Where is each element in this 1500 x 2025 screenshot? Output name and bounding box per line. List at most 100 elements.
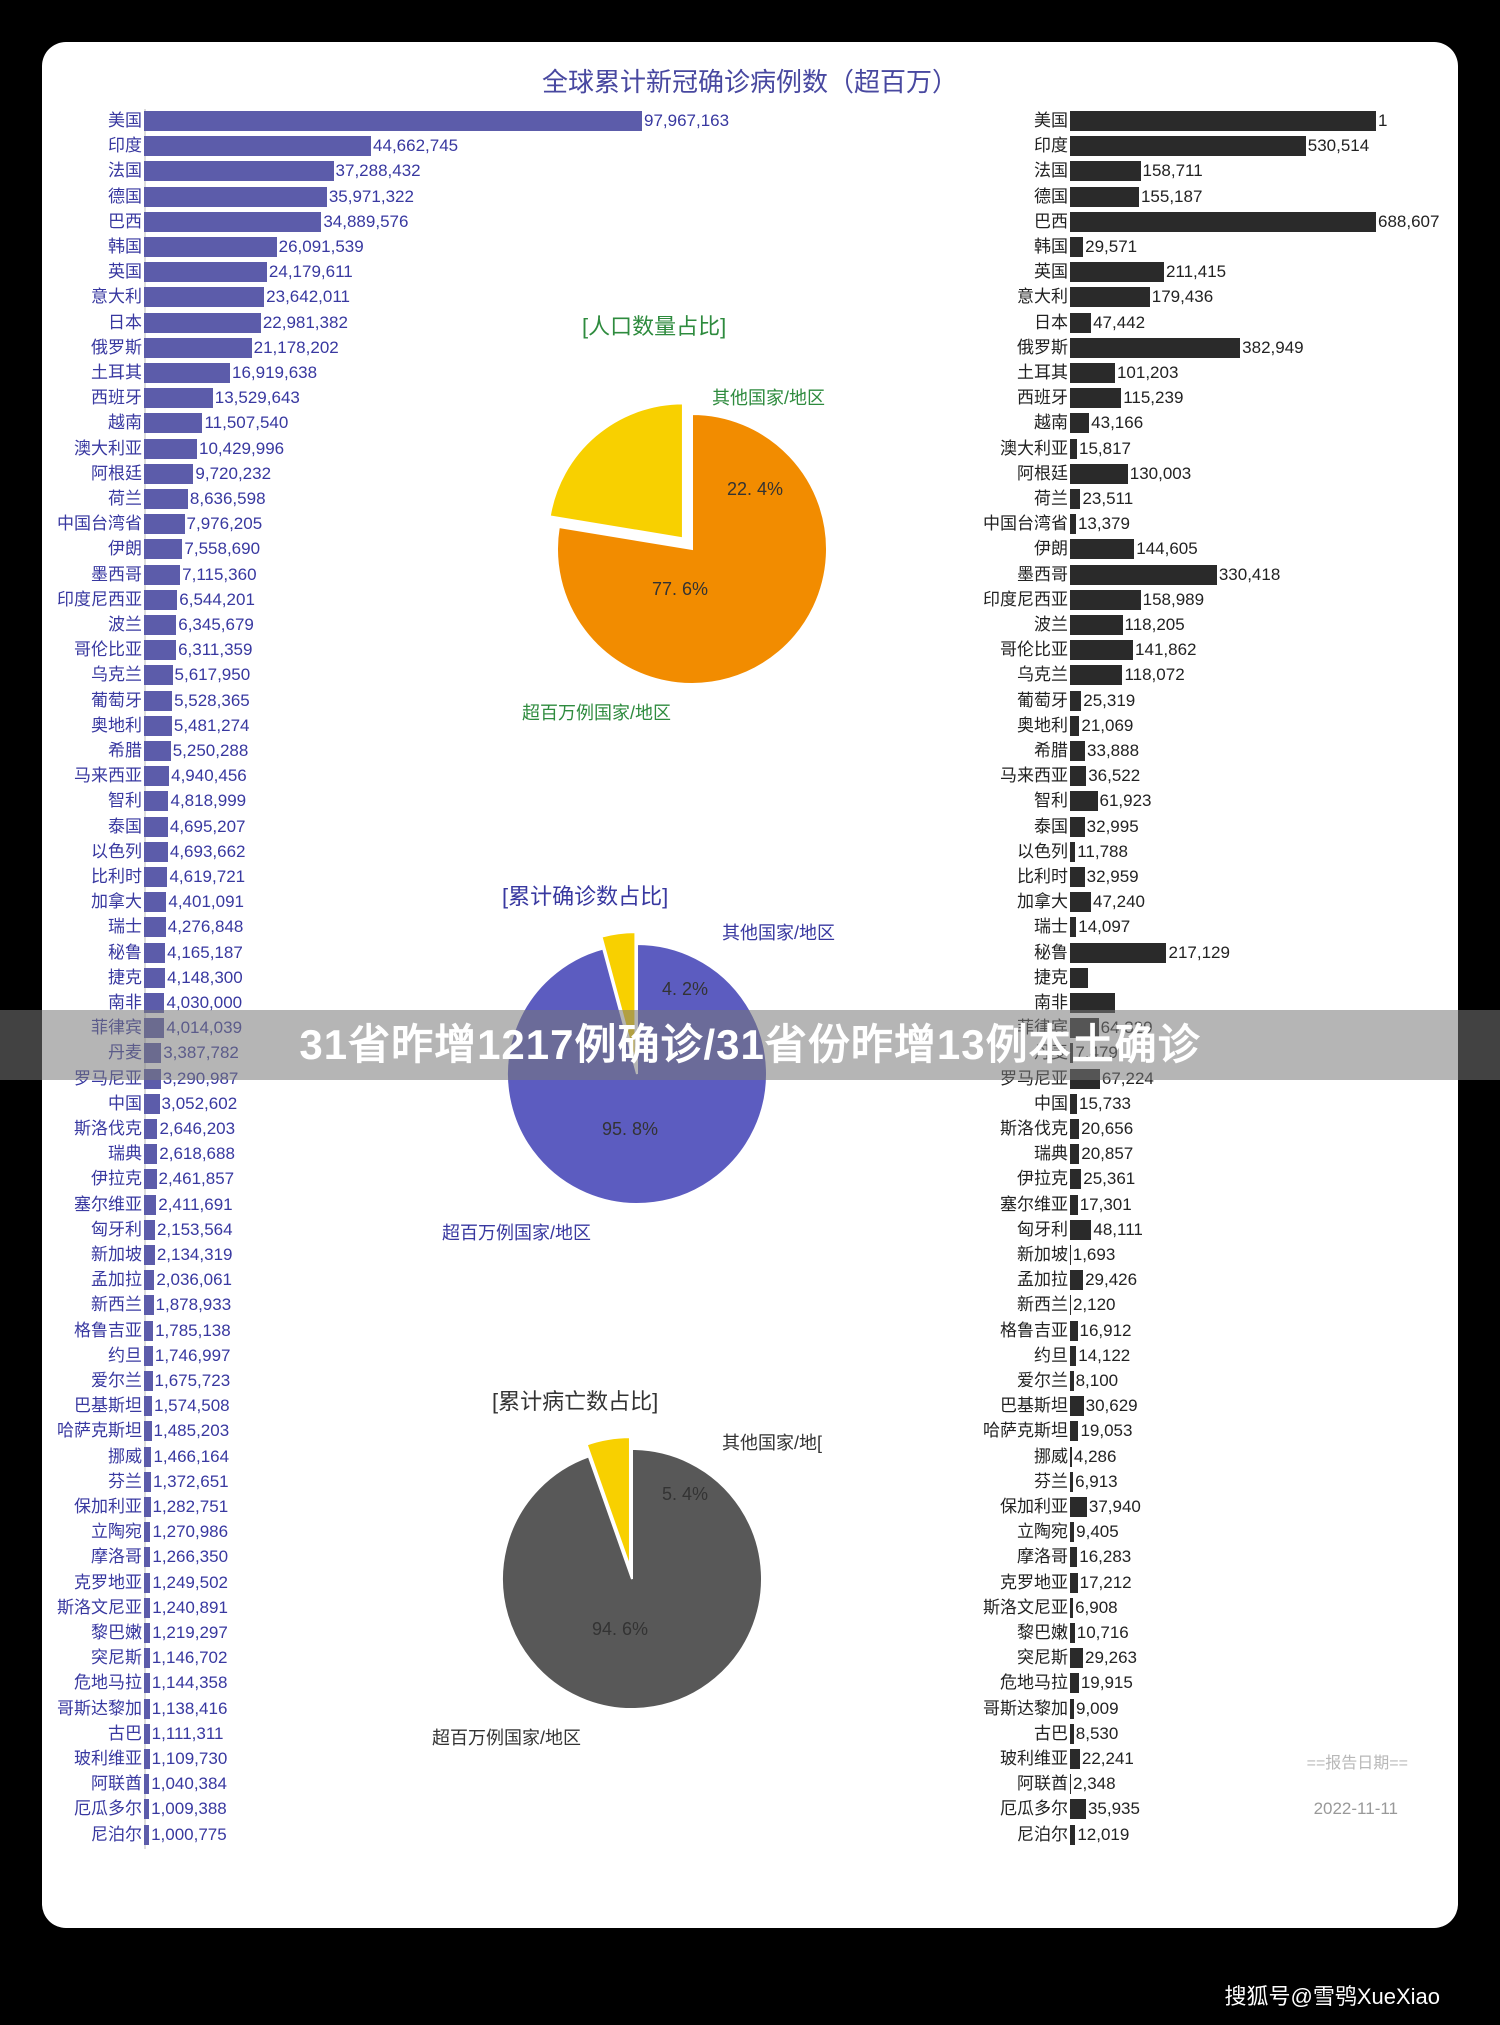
left-bar-row: 黎巴嫩1,219,297 (62, 1621, 642, 1645)
left-bar-value: 7,976,205 (187, 512, 263, 536)
left-bar-row: 芬兰1,372,651 (62, 1470, 642, 1494)
right-bar (1070, 212, 1376, 232)
left-bar (144, 1799, 149, 1819)
left-bar-value: 35,971,322 (329, 185, 414, 209)
right-bar-row: 黎巴嫩10,716 (948, 1621, 1438, 1645)
left-bar-value: 1,746,997 (155, 1344, 231, 1368)
pie-pct-label: 5. 4% (662, 1484, 708, 1505)
right-bar-row: 比利时32,959 (948, 865, 1438, 889)
right-bar-value: 1 (1378, 109, 1387, 133)
right-bar-label: 捷克 (918, 966, 1068, 990)
right-bar-label: 克罗地亚 (918, 1571, 1068, 1595)
left-bar-value: 3,052,602 (162, 1092, 238, 1116)
right-bar-label: 德国 (918, 185, 1068, 209)
right-bar-label: 墨西哥 (918, 563, 1068, 587)
left-bar-label: 印度 (0, 134, 142, 158)
left-bar (144, 766, 169, 786)
right-bar-value: 4,286 (1074, 1445, 1117, 1469)
right-bar-row: 匈牙利48,111 (948, 1218, 1438, 1242)
left-bar (144, 590, 177, 610)
left-bar-label: 加拿大 (0, 890, 142, 914)
right-bar-row: 克罗地亚17,212 (948, 1571, 1438, 1595)
right-bar (1070, 892, 1091, 912)
right-bar-label: 美国 (918, 109, 1068, 133)
left-bar (144, 615, 176, 635)
left-bar-label: 约旦 (0, 1344, 142, 1368)
left-bar-label: 越南 (0, 411, 142, 435)
right-bar-value: 30,629 (1086, 1394, 1138, 1418)
right-bar-row: 波兰118,205 (948, 613, 1438, 637)
pie-slice-label: 其他国家/地区 (712, 384, 825, 410)
pie-pct-label: 22. 4% (727, 479, 783, 500)
right-bar-label: 巴基斯坦 (918, 1394, 1068, 1418)
right-bar-row: 美国1 (948, 109, 1438, 133)
right-bar (1070, 136, 1306, 156)
left-bar-label: 印度尼西亚 (0, 588, 142, 612)
right-bar-label: 保加利亚 (918, 1495, 1068, 1519)
right-bar-value: 179,436 (1152, 285, 1213, 309)
left-bar-value: 21,178,202 (254, 336, 339, 360)
pie-pct-label: 77. 6% (652, 579, 708, 600)
left-bar (144, 161, 334, 181)
right-bar-row: 澳大利亚15,817 (948, 437, 1438, 461)
left-bar-label: 斯洛伐克 (0, 1117, 142, 1141)
right-bar (1070, 1245, 1071, 1265)
right-bar-value: 13,379 (1078, 512, 1130, 536)
right-bar-label: 挪威 (918, 1445, 1068, 1469)
left-bar-row: 越南11,507,540 (62, 411, 642, 435)
left-bar (144, 1825, 149, 1845)
left-bar-value: 1,282,751 (153, 1495, 229, 1519)
left-bar-value: 1,466,164 (153, 1445, 229, 1469)
left-bar-value: 34,889,576 (323, 210, 408, 234)
left-bar (144, 439, 197, 459)
left-bar-value: 1,266,350 (152, 1545, 228, 1569)
overlay-banner: 31省昨增1217例确诊/31省份昨增13例本土确诊 (0, 1010, 1500, 1080)
right-bar-value: 330,418 (1219, 563, 1280, 587)
left-bar-row: 哥伦比亚6,311,359 (62, 638, 642, 662)
right-bar (1070, 741, 1085, 761)
left-bar-row: 格鲁吉亚1,785,138 (62, 1319, 642, 1343)
left-bar-row: 墨西哥7,115,360 (62, 563, 642, 587)
left-bar-row: 波兰6,345,679 (62, 613, 642, 637)
left-bar (144, 1371, 153, 1391)
left-bar-label: 厄瓜多尔 (0, 1797, 142, 1821)
left-bar-row: 澳大利亚10,429,996 (62, 437, 642, 461)
left-bar (144, 287, 264, 307)
left-bar-row: 孟加拉2,036,061 (62, 1268, 642, 1292)
left-bar-value: 1,249,502 (152, 1571, 228, 1595)
left-bar-value: 1,574,508 (154, 1394, 230, 1418)
left-bar (144, 565, 180, 585)
left-bar-value: 5,481,274 (174, 714, 250, 738)
right-bar-value: 101,203 (1117, 361, 1178, 385)
right-bar (1070, 1724, 1074, 1744)
left-bar-value: 1,138,416 (152, 1697, 228, 1721)
left-bar (144, 1774, 149, 1794)
left-bar-value: 2,036,061 (156, 1268, 232, 1292)
right-bar-row: 中国15,733 (948, 1092, 1438, 1116)
right-bar-row: 俄罗斯382,949 (948, 336, 1438, 360)
left-bar-value: 16,919,638 (232, 361, 317, 385)
left-bar-label: 墨西哥 (0, 563, 142, 587)
right-bar-row: 挪威4,286 (948, 1445, 1438, 1469)
right-bar-label: 黎巴嫩 (918, 1621, 1068, 1645)
right-bar (1070, 539, 1134, 559)
right-bar (1070, 1472, 1073, 1492)
left-bar-label: 中国台湾省 (0, 512, 142, 536)
right-bar (1070, 1195, 1078, 1215)
left-bar-row: 印度尼西亚6,544,201 (62, 588, 642, 612)
left-bar-label: 荷兰 (0, 487, 142, 511)
right-bar-row: 土耳其101,203 (948, 361, 1438, 385)
right-bar (1070, 1447, 1072, 1467)
left-bar (144, 338, 252, 358)
right-bar-value: 10,716 (1077, 1621, 1129, 1645)
right-bar-value: 14,097 (1078, 915, 1130, 939)
right-bar-row: 墨西哥330,418 (948, 563, 1438, 587)
left-bar-value: 1,270,986 (152, 1520, 228, 1544)
right-bar (1070, 1825, 1075, 1845)
right-bar-label: 孟加拉 (918, 1268, 1068, 1292)
right-bar-row: 秘鲁217,129 (948, 941, 1438, 965)
right-bar (1070, 867, 1085, 887)
left-bar-row: 印度44,662,745 (62, 134, 642, 158)
left-bar-label: 奥地利 (0, 714, 142, 738)
left-bar-row: 摩洛哥1,266,350 (62, 1545, 642, 1569)
